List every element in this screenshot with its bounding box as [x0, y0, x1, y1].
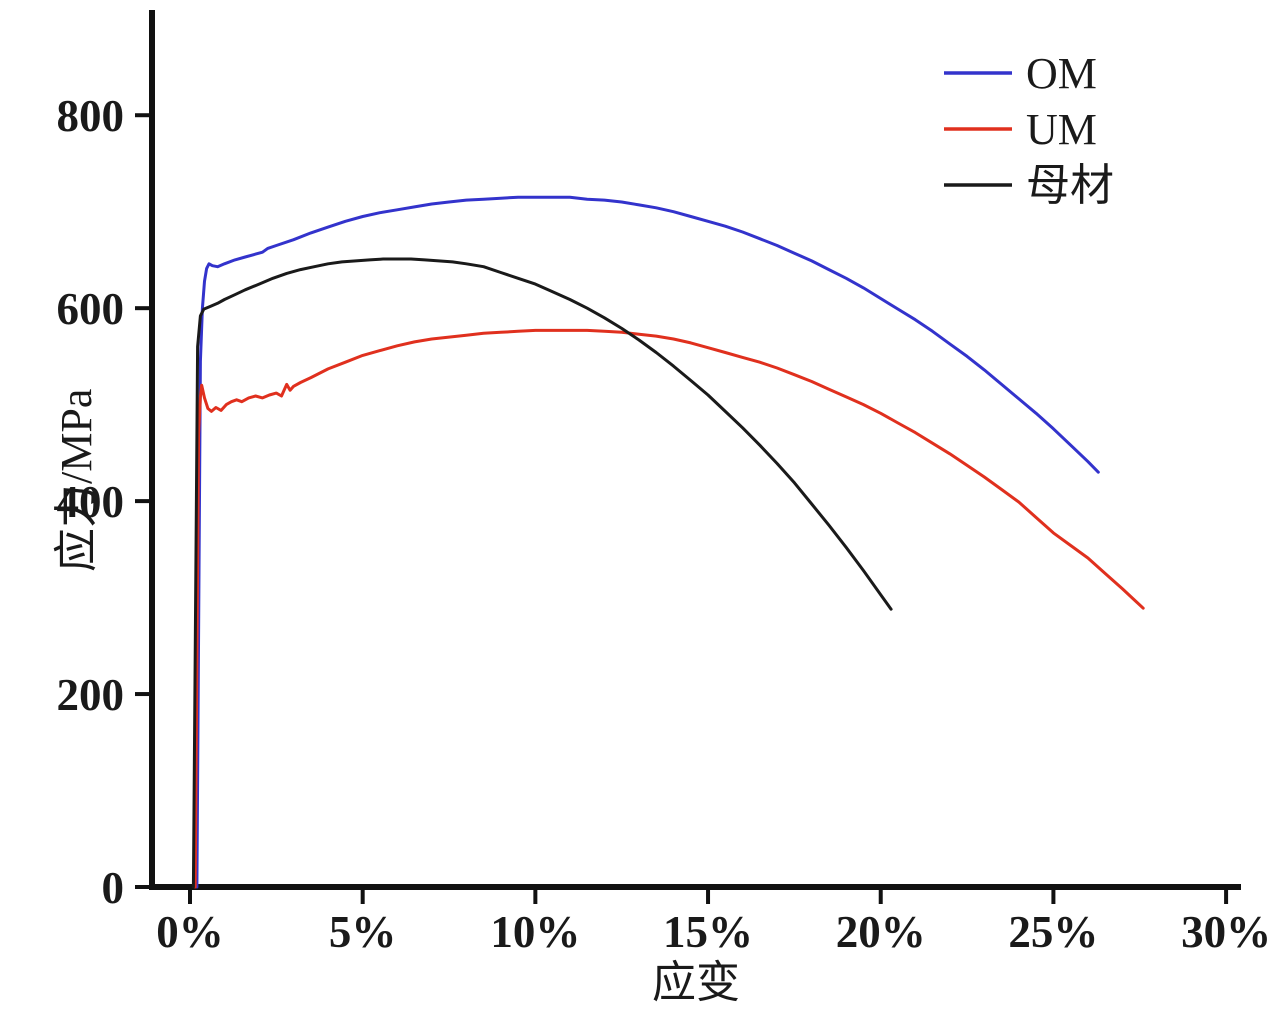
y-axis-title: 应力/MPa: [52, 388, 101, 572]
series-line-OM: [195, 195, 1100, 889]
series-line-母材: [191, 257, 893, 889]
y-tick-label: 400: [57, 477, 125, 527]
legend-label-UM: UM: [1026, 105, 1097, 154]
x-tick-label: 5%: [329, 907, 397, 957]
y-tick-label: 0: [102, 863, 125, 913]
series-line-UM: [193, 328, 1145, 889]
legend-label-OM: OM: [1026, 49, 1097, 98]
x-tick-label: 0%: [156, 907, 224, 957]
x-tick-label: 25%: [1008, 907, 1098, 957]
x-axis-title: 应变: [652, 958, 740, 1007]
x-tick-label: 10%: [490, 907, 580, 957]
y-tick-label: 800: [57, 91, 125, 141]
y-tick-label: 200: [57, 670, 125, 720]
x-tick-label: 15%: [663, 907, 753, 957]
y-tick-label: 600: [57, 284, 125, 334]
legend-label-母材: 母材: [1026, 161, 1114, 210]
x-tick-label: 20%: [836, 907, 926, 957]
x-tick-label: 30%: [1181, 907, 1271, 957]
